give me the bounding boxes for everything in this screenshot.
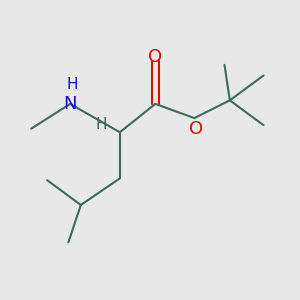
Text: H: H [66,76,78,92]
Text: O: O [189,120,203,138]
Text: N: N [63,95,77,113]
Text: H: H [96,117,107,132]
Text: O: O [148,48,162,66]
